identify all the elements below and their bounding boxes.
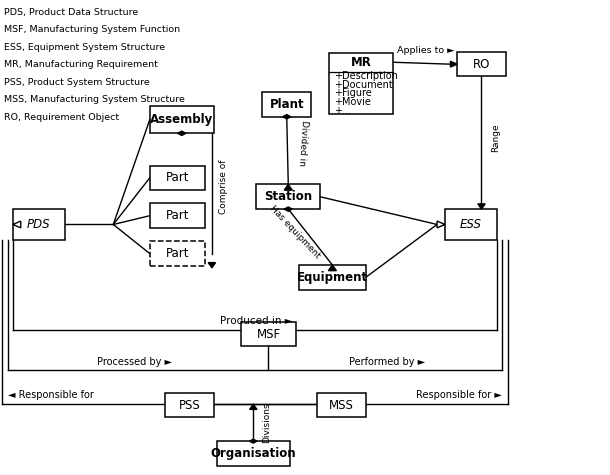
Text: PSS, Product System Structure: PSS, Product System Structure [4,78,149,87]
Text: Divisions: Divisions [262,402,271,443]
Text: Applies to ►: Applies to ► [396,47,454,56]
FancyBboxPatch shape [150,241,204,266]
Text: MR, Manufacturing Requirement: MR, Manufacturing Requirement [4,60,157,69]
FancyBboxPatch shape [317,393,366,418]
Text: Responsible for ►: Responsible for ► [415,390,501,400]
FancyBboxPatch shape [457,52,506,76]
Polygon shape [249,439,257,443]
Text: PSS: PSS [179,399,200,412]
Text: ESS: ESS [460,218,482,231]
Text: Divided in: Divided in [296,120,309,167]
Polygon shape [208,263,215,268]
Polygon shape [249,404,257,409]
FancyBboxPatch shape [262,92,311,117]
Text: +...: +... [334,105,351,115]
Text: MSF: MSF [256,328,281,341]
Polygon shape [328,265,336,271]
Text: Assembly: Assembly [150,113,214,126]
Polygon shape [284,184,292,190]
Polygon shape [178,131,186,135]
Text: Performed by ►: Performed by ► [349,357,425,367]
Text: Part: Part [165,247,189,260]
Polygon shape [13,221,21,228]
Polygon shape [450,61,457,67]
Text: +Document: +Document [334,80,392,90]
Text: Produced in ►: Produced in ► [220,316,293,326]
Text: PDS, Product Data Structure: PDS, Product Data Structure [4,8,138,17]
Text: MSS, Manufacturing System Structure: MSS, Manufacturing System Structure [4,95,185,104]
Text: Comprise of: Comprise of [219,159,228,214]
Text: MSS: MSS [329,399,354,412]
FancyBboxPatch shape [165,393,213,418]
Text: RO: RO [473,57,490,71]
Text: Station: Station [264,190,312,203]
FancyBboxPatch shape [329,53,393,114]
FancyBboxPatch shape [150,165,204,190]
FancyBboxPatch shape [150,203,204,228]
Text: +Movie: +Movie [334,97,370,107]
Text: ◄ Responsible for: ◄ Responsible for [8,390,94,400]
FancyBboxPatch shape [241,322,296,346]
Polygon shape [478,204,485,209]
Text: Has equipment: Has equipment [268,204,322,260]
FancyBboxPatch shape [445,209,497,240]
Text: Equipment: Equipment [297,271,368,284]
Text: Processed by ►: Processed by ► [97,357,172,367]
Polygon shape [437,221,445,228]
Text: Plant: Plant [270,98,304,111]
Text: MR: MR [351,56,371,69]
Text: MSF, Manufacturing System Function: MSF, Manufacturing System Function [4,25,180,34]
FancyBboxPatch shape [256,184,320,209]
Text: ESS, Equipment System Structure: ESS, Equipment System Structure [4,43,165,52]
Polygon shape [284,207,292,211]
Text: PDS: PDS [27,218,51,231]
Polygon shape [282,114,291,119]
FancyBboxPatch shape [150,106,214,133]
Text: RO, Requirement Object: RO, Requirement Object [4,113,119,122]
Text: +Description: +Description [334,71,398,81]
FancyBboxPatch shape [299,265,366,290]
Text: Range: Range [491,124,500,152]
FancyBboxPatch shape [217,441,290,466]
FancyBboxPatch shape [13,209,65,240]
Text: Organisation: Organisation [210,447,296,460]
Text: Part: Part [165,171,189,184]
Text: +Figure: +Figure [334,88,371,98]
Text: Part: Part [165,209,189,222]
